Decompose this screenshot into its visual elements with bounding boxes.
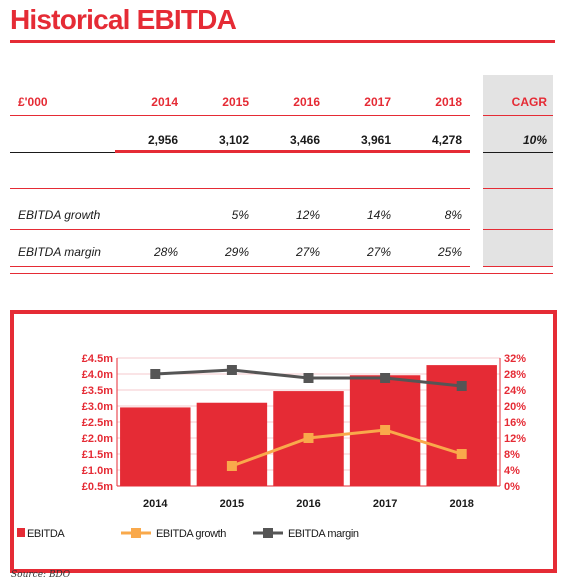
spacer-rule-cagr bbox=[483, 188, 553, 189]
y-right-tick-label: 16% bbox=[504, 417, 526, 429]
cagr-column-background bbox=[483, 75, 553, 267]
margin-rule bbox=[10, 266, 470, 267]
margin-value-2014: 28% bbox=[153, 245, 178, 259]
y-left-tick-label: £4.0m bbox=[82, 369, 113, 381]
ebitda-value-2018: 4,278 bbox=[431, 133, 462, 147]
y-right-tick-label: 8% bbox=[504, 449, 520, 461]
y-left-tick-label: £3.5m bbox=[82, 385, 113, 397]
total-rule-cagr bbox=[483, 152, 553, 153]
margin-value-2018: 25% bbox=[437, 245, 462, 259]
growth-value-2015: 5% bbox=[231, 208, 249, 222]
ebitda-margin-point bbox=[303, 373, 314, 383]
x-tick-label: 2015 bbox=[220, 498, 244, 510]
x-tick-label: 2014 bbox=[143, 498, 168, 510]
legend-label-growth: EBITDA growth bbox=[156, 528, 226, 540]
growth-value-2018: 8% bbox=[444, 208, 462, 222]
y-left-tick-label: £0.5m bbox=[82, 481, 113, 493]
cagr-header: CAGR bbox=[511, 95, 547, 109]
header-rule-cagr bbox=[483, 115, 553, 116]
title-rule bbox=[10, 40, 555, 43]
growth-rule-cagr bbox=[483, 229, 553, 230]
growth-rule bbox=[10, 229, 470, 230]
year-header-2018: 2018 bbox=[435, 95, 462, 109]
y-right-tick-label: 12% bbox=[504, 433, 526, 445]
ebitda-margin-point bbox=[226, 365, 237, 375]
ebitda-value-2017: 3,961 bbox=[360, 133, 391, 147]
ebitda-growth-line bbox=[231, 428, 463, 468]
growth-label: EBITDA growth bbox=[18, 208, 101, 222]
y-left-tick-label: £3.0m bbox=[82, 401, 113, 413]
x-tick-label: 2018 bbox=[449, 498, 473, 510]
y-left-tick-label: £2.5m bbox=[82, 417, 113, 429]
ebitda-value-2014: 2,956 bbox=[147, 133, 178, 147]
ebitda-margin-point bbox=[150, 369, 161, 379]
margin-rule-cagr bbox=[483, 266, 553, 267]
ebitda-growth-point bbox=[456, 449, 467, 459]
growth-value-2017: 14% bbox=[366, 208, 391, 222]
y-right-tick-label: 32% bbox=[504, 353, 526, 365]
x-tick-label: 2016 bbox=[296, 498, 320, 510]
y-right-tick-label: 28% bbox=[504, 369, 526, 381]
ebitda-growth-point bbox=[226, 461, 237, 471]
legend-label-margin: EBITDA margin bbox=[288, 528, 359, 540]
ebitda-margin-point bbox=[456, 381, 467, 391]
margin-value-2015: 29% bbox=[224, 245, 249, 259]
source-note: Source: BDO bbox=[11, 570, 71, 580]
y-left-tick-label: £1.0m bbox=[82, 465, 113, 477]
page-title: Historical EBITDA bbox=[10, 4, 237, 35]
year-header-2017: 2017 bbox=[364, 95, 391, 109]
ebitda-growth-point bbox=[303, 433, 314, 443]
chart-frame bbox=[10, 310, 557, 573]
year-header-2015: 2015 bbox=[222, 95, 249, 109]
x-tick-label: 2017 bbox=[373, 498, 397, 510]
ebitda-growth-point bbox=[380, 425, 391, 435]
margin-label: EBITDA margin bbox=[18, 245, 101, 259]
ebitda-cagr-value: 10% bbox=[522, 133, 547, 147]
legend-marker-margin bbox=[263, 528, 273, 538]
total-rule-left bbox=[10, 152, 115, 153]
margin-value-2016: 27% bbox=[295, 245, 320, 259]
y-right-tick-label: 20% bbox=[504, 401, 526, 413]
legend-swatch-ebitda bbox=[17, 528, 25, 537]
year-header-2014: 2014 bbox=[151, 95, 178, 109]
margin-value-2017: 27% bbox=[366, 245, 391, 259]
header-rule bbox=[10, 115, 470, 116]
y-right-tick-label: 24% bbox=[504, 385, 526, 397]
y-right-tick-label: 0% bbox=[504, 481, 520, 493]
total-rule-red bbox=[115, 150, 470, 153]
spacer-rule bbox=[10, 188, 470, 189]
growth-value-2016: 12% bbox=[295, 208, 320, 222]
ebitda-value-2015: 3,102 bbox=[218, 133, 249, 147]
legend-marker-growth bbox=[131, 528, 141, 538]
y-right-tick-label: 4% bbox=[504, 465, 520, 477]
unit-label: £'000 bbox=[18, 95, 48, 109]
ebitda-bar bbox=[196, 402, 268, 486]
y-left-tick-label: £4.5m bbox=[82, 353, 113, 365]
ebitda-bar bbox=[120, 407, 191, 486]
table-bottom-rule bbox=[10, 273, 553, 274]
y-left-tick-label: £2.0m bbox=[82, 433, 113, 445]
year-header-2016: 2016 bbox=[293, 95, 320, 109]
legend-label-ebitda: EBITDA bbox=[27, 528, 65, 540]
y-left-tick-label: £1.5m bbox=[82, 449, 113, 461]
ebitda-value-2016: 3,466 bbox=[289, 133, 320, 147]
ebitda-margin-point bbox=[380, 373, 391, 383]
